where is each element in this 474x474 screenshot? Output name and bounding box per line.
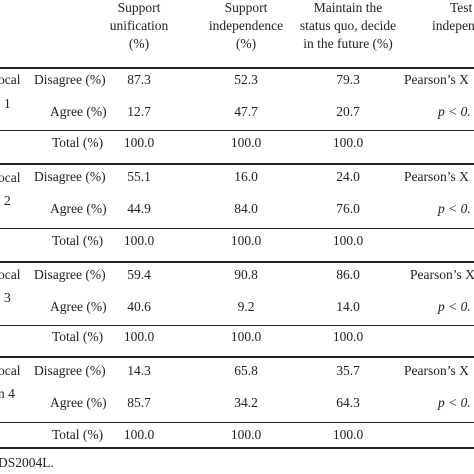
group-3-agree-status-quo: 14.0 — [336, 299, 360, 314]
group-3-label-2: 3 — [4, 290, 11, 305]
group-4-mid-rule — [0, 422, 474, 423]
group-2-total-label: Total (%) — [52, 233, 104, 248]
group-3-disagree-status-quo: 86.0 — [336, 267, 360, 282]
group-3-total-status-quo: 100.0 — [332, 329, 364, 344]
group-1-disagree-unification: 87.3 — [127, 72, 151, 87]
group-1-label-1: ocal — [0, 72, 21, 87]
group-2-disagree-independence: 16.0 — [234, 169, 258, 184]
group-4-agree-unification: 85.7 — [127, 395, 151, 410]
group-1-label-2: 1 — [4, 96, 11, 111]
group-2-agree-status-quo: 76.0 — [336, 201, 360, 216]
group-2-disagree-unification: 55.1 — [127, 169, 151, 184]
group-4-p-value: p < 0. — [438, 395, 471, 410]
group-3-mid-rule — [0, 325, 474, 326]
group-1-agree-unification: 12.7 — [127, 104, 151, 119]
group-4-test-stat: Pearson’s X — [404, 363, 469, 378]
group-3-total-label: Total (%) — [52, 329, 104, 344]
group-3-label-1: ocal — [0, 267, 21, 282]
group-4-agree-label: Agree (%) — [50, 395, 107, 410]
col-header-test-2: indepen — [432, 18, 474, 33]
group-4-agree-status-quo: 64.3 — [336, 395, 360, 410]
group-3-total-independence: 100.0 — [230, 329, 262, 344]
group-4-disagree-label: Disagree (%) — [34, 363, 106, 378]
group-1-total-status-quo: 100.0 — [332, 135, 364, 150]
col-header-test-1: Test — [450, 0, 473, 15]
group-3-p-value: p < 0. — [438, 299, 471, 314]
group-3-disagree-independence: 90.8 — [234, 267, 258, 282]
group-1-agree-independence: 47.7 — [234, 104, 258, 119]
group-3-test-stat: Pearson’s X — [410, 267, 474, 282]
group-1-total-independence: 100.0 — [230, 135, 262, 150]
group-2-top-rule — [0, 163, 474, 165]
group-3-disagree-unification: 59.4 — [127, 267, 151, 282]
group-3-agree-unification: 40.6 — [127, 299, 151, 314]
group-4-disagree-unification: 14.3 — [127, 363, 151, 378]
group-2-total-independence: 100.0 — [230, 233, 262, 248]
group-3-total-unification: 100.0 — [123, 329, 155, 344]
group-3-agree-independence: 9.2 — [237, 299, 255, 314]
group-2-total-unification: 100.0 — [123, 233, 155, 248]
group-2-p-value: p < 0. — [438, 201, 471, 216]
group-4-total-independence: 100.0 — [230, 427, 262, 442]
col-header-unification-1: Support — [117, 0, 161, 15]
group-2-agree-independence: 84.0 — [234, 201, 258, 216]
group-3-agree-label: Agree (%) — [50, 299, 107, 314]
source-footnote: DS2004L. — [0, 455, 54, 470]
col-header-independence-3: (%) — [235, 36, 257, 51]
col-header-status-quo-2: status quo, decide — [299, 18, 397, 33]
group-3-disagree-label: Disagree (%) — [34, 267, 106, 282]
group-2-total-status-quo: 100.0 — [332, 233, 364, 248]
group-2-agree-label: Agree (%) — [50, 201, 107, 216]
group-1-total-label: Total (%) — [52, 135, 104, 150]
group-4-total-label: Total (%) — [52, 427, 104, 442]
group-2-agree-unification: 44.9 — [127, 201, 151, 216]
group-4-total-status-quo: 100.0 — [332, 427, 364, 442]
group-1-disagree-status-quo: 79.3 — [336, 72, 360, 87]
group-1-disagree-independence: 52.3 — [234, 72, 258, 87]
group-4-total-unification: 100.0 — [123, 427, 155, 442]
group-1-top-rule — [0, 67, 474, 69]
group-2-test-stat: Pearson’s X — [404, 169, 469, 184]
group-2-label-1: ocal — [0, 170, 21, 185]
group-4-label-1: ocal — [0, 363, 21, 378]
group-1-mid-rule — [0, 130, 474, 131]
group-2-disagree-label: Disagree (%) — [34, 169, 106, 184]
group-1-disagree-label: Disagree (%) — [34, 72, 106, 87]
group-1-agree-status-quo: 20.7 — [336, 104, 360, 119]
group-1-p-value: p < 0. — [438, 104, 471, 119]
col-header-status-quo-1: Maintain the — [313, 0, 383, 15]
group-2-mid-rule — [0, 228, 474, 229]
group-1-test-stat: Pearson’s X — [404, 72, 469, 87]
group-2-disagree-status-quo: 24.0 — [336, 169, 360, 184]
col-header-independence-1: Support — [224, 0, 268, 15]
group-4-disagree-independence: 65.8 — [234, 363, 258, 378]
group-1-agree-label: Agree (%) — [50, 104, 107, 119]
col-header-independence-2: independence — [208, 18, 284, 33]
group-4-agree-independence: 34.2 — [234, 395, 258, 410]
group-2-label-2: 2 — [4, 193, 11, 208]
group-3-top-rule — [0, 261, 474, 263]
group-1-total-unification: 100.0 — [123, 135, 155, 150]
col-header-unification-2: unification — [109, 18, 169, 33]
table-bottom-rule — [0, 447, 474, 449]
group-4-label-2: n 4 — [0, 386, 15, 401]
col-header-unification-3: (%) — [128, 36, 150, 51]
group-4-disagree-status-quo: 35.7 — [336, 363, 360, 378]
group-4-top-rule — [0, 356, 474, 358]
col-header-status-quo-3: in the future (%) — [303, 36, 393, 51]
